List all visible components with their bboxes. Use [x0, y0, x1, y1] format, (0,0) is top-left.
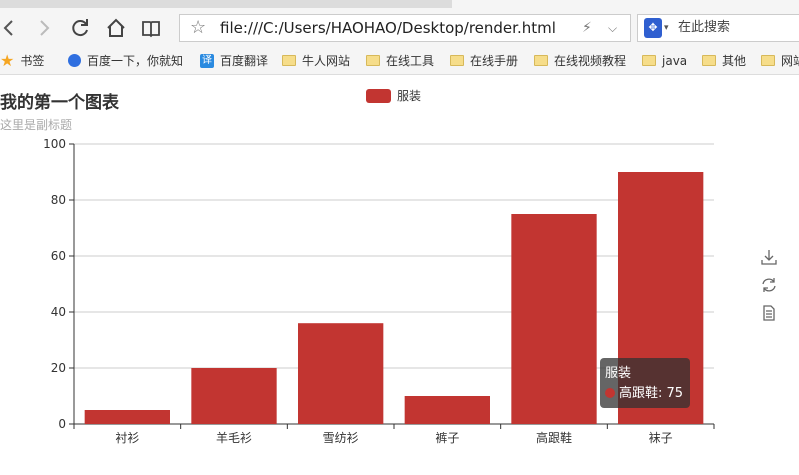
bar[interactable]: [84, 410, 170, 424]
search-input[interactable]: 在此搜索: [678, 20, 731, 35]
folder-icon: [282, 55, 296, 66]
folder-icon: [761, 55, 775, 66]
reading-view-icon[interactable]: [137, 14, 165, 42]
bookmark-item[interactable]: 译百度翻译: [200, 48, 268, 74]
bookmark-item[interactable]: 百度一下，你就知: [68, 48, 183, 74]
legend-label[interactable]: 服装: [397, 89, 422, 103]
bookmark-label: 网站: [781, 54, 799, 68]
x-tick-label: 裤子: [435, 431, 459, 445]
bookmarks-bar: ★ 书签 百度一下，你就知 译百度翻译 牛人网站 在线工具 在线手册 在线视频教程…: [0, 48, 799, 75]
folder-icon: [534, 55, 548, 66]
download-icon[interactable]: [760, 248, 778, 266]
bookmark-label: java: [662, 54, 688, 68]
search-box[interactable]: ✥ ▾ 在此搜索: [637, 14, 799, 42]
favorite-star-icon[interactable]: ☆: [190, 17, 207, 38]
bookmark-item[interactable]: 其他: [702, 48, 746, 74]
refresh-page-icon[interactable]: [66, 14, 94, 42]
bookmark-label: 牛人网站: [302, 54, 351, 68]
folder-icon: [450, 55, 464, 66]
tooltip-dot: [605, 387, 615, 398]
bar[interactable]: [191, 368, 277, 424]
bar[interactable]: [298, 323, 384, 424]
x-tick-label: 袜子: [649, 431, 673, 445]
bookmark-item[interactable]: 在线视频教程: [534, 48, 626, 74]
bookmark-label: 其他: [722, 54, 747, 68]
bookmark-item[interactable]: 网站: [761, 48, 799, 74]
x-tick-label: 雪纺衫: [323, 431, 359, 445]
bar[interactable]: [404, 396, 490, 424]
y-tick-label: 60: [51, 249, 66, 263]
back-icon[interactable]: [0, 14, 24, 42]
home-icon[interactable]: [102, 14, 130, 42]
tooltip-series: 服装: [605, 366, 632, 381]
refresh-icon[interactable]: [760, 276, 778, 294]
url-text[interactable]: file:///C:/Users/HAOHAO/Desktop/render.h…: [220, 19, 556, 37]
bookmark-label: 百度翻译: [220, 54, 269, 68]
x-tick-label: 高跟鞋: [536, 430, 572, 445]
x-tick-label: 羊毛衫: [216, 430, 252, 445]
bookmark-item[interactable]: ★ 书签: [0, 48, 44, 74]
chart-subtitle: 这里是副标题: [0, 118, 73, 132]
engine-dropdown-icon[interactable]: ▾: [664, 23, 669, 33]
bookmark-label: 在线手册: [470, 54, 519, 68]
bookmark-item[interactable]: 牛人网站: [282, 48, 350, 74]
y-tick-label: 20: [51, 361, 66, 375]
folder-icon: [702, 55, 716, 66]
baidu-paw-icon: [68, 54, 81, 67]
tab-strip: [0, 0, 799, 8]
data-view-icon[interactable]: [760, 304, 778, 322]
chart-title: 我的第一个图表: [0, 93, 119, 113]
bar[interactable]: [511, 214, 597, 424]
address-bar[interactable]: ☆ file:///C:/Users/HAOHAO/Desktop/render…: [179, 14, 631, 42]
bookmark-label: 书签: [20, 54, 45, 68]
star-icon: ★: [0, 50, 15, 70]
y-tick-label: 0: [58, 417, 66, 431]
chart-tooltip: 服装 高跟鞋: 75: [600, 358, 690, 408]
chevron-down-icon[interactable]: ⌵: [608, 21, 618, 35]
nav-bar: ☆ file:///C:/Users/HAOHAO/Desktop/render…: [0, 8, 799, 48]
y-tick-label: 40: [51, 305, 66, 319]
bookmark-label: 在线工具: [386, 54, 435, 68]
folder-icon: [366, 55, 380, 66]
baidu-paw-icon[interactable]: ✥: [644, 18, 662, 38]
bookmark-item[interactable]: 在线工具: [366, 48, 434, 74]
bookmark-item[interactable]: java: [642, 48, 687, 74]
legend-swatch[interactable]: [366, 89, 391, 103]
folder-icon: [642, 55, 656, 66]
chart-toolbox: [760, 248, 778, 332]
y-tick-label: 100: [43, 137, 66, 151]
bookmark-item[interactable]: 在线手册: [450, 48, 518, 74]
translate-icon: 译: [200, 53, 214, 68]
y-tick-label: 80: [51, 193, 66, 207]
x-tick-label: 衬衫: [115, 431, 139, 445]
bookmark-label: 在线视频教程: [554, 54, 627, 68]
lightning-icon[interactable]: ⚡: [582, 20, 592, 36]
tooltip-value: 高跟鞋: 75: [619, 386, 684, 401]
active-tab[interactable]: [452, 0, 799, 8]
bookmark-label: 百度一下，你就知: [87, 54, 184, 68]
forward-icon[interactable]: [30, 14, 58, 42]
